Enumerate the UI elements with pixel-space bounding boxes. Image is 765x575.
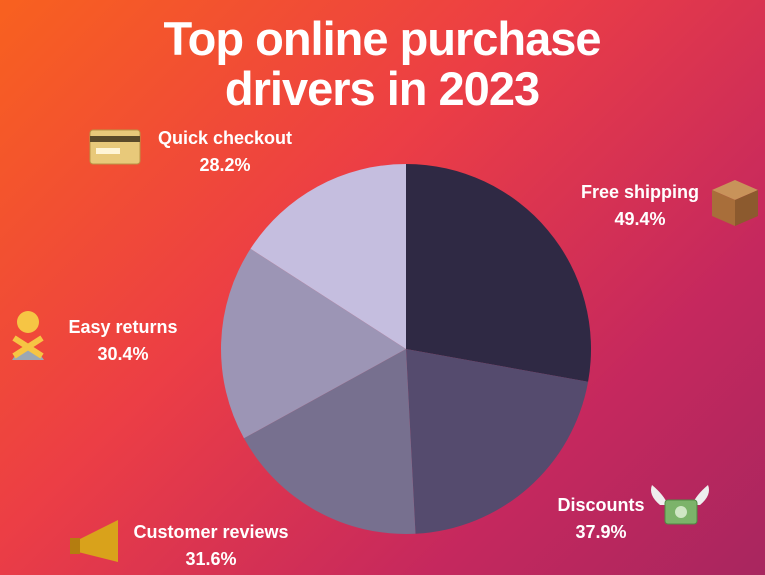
pie-slice <box>243 349 416 534</box>
value-label: 28.2% <box>199 155 250 175</box>
slice-label: Discounts <box>557 495 644 515</box>
person-icon <box>12 311 44 360</box>
icons <box>12 129 758 562</box>
value-label: 31.6% <box>185 549 236 569</box>
value-label: 37.9% <box>575 522 626 542</box>
value-label: 49.4% <box>614 209 665 229</box>
money-icon <box>651 485 709 525</box>
card-icon <box>89 129 141 165</box>
pie-slice <box>221 248 406 439</box>
slice-label: Customer reviews <box>133 522 288 542</box>
pie-slice <box>250 164 406 349</box>
pie-slice <box>406 349 589 534</box>
slice-label: Easy returns <box>68 317 177 337</box>
slice-label: Free shipping <box>581 182 699 202</box>
chart-title: Top online purchase drivers in 2023 <box>163 12 601 115</box>
megaphone-icon <box>70 520 118 562</box>
pie-slice <box>406 164 591 382</box>
value-label: 30.4% <box>97 344 148 364</box>
box-icon <box>712 180 758 226</box>
slice-label: Quick checkout <box>158 128 292 148</box>
